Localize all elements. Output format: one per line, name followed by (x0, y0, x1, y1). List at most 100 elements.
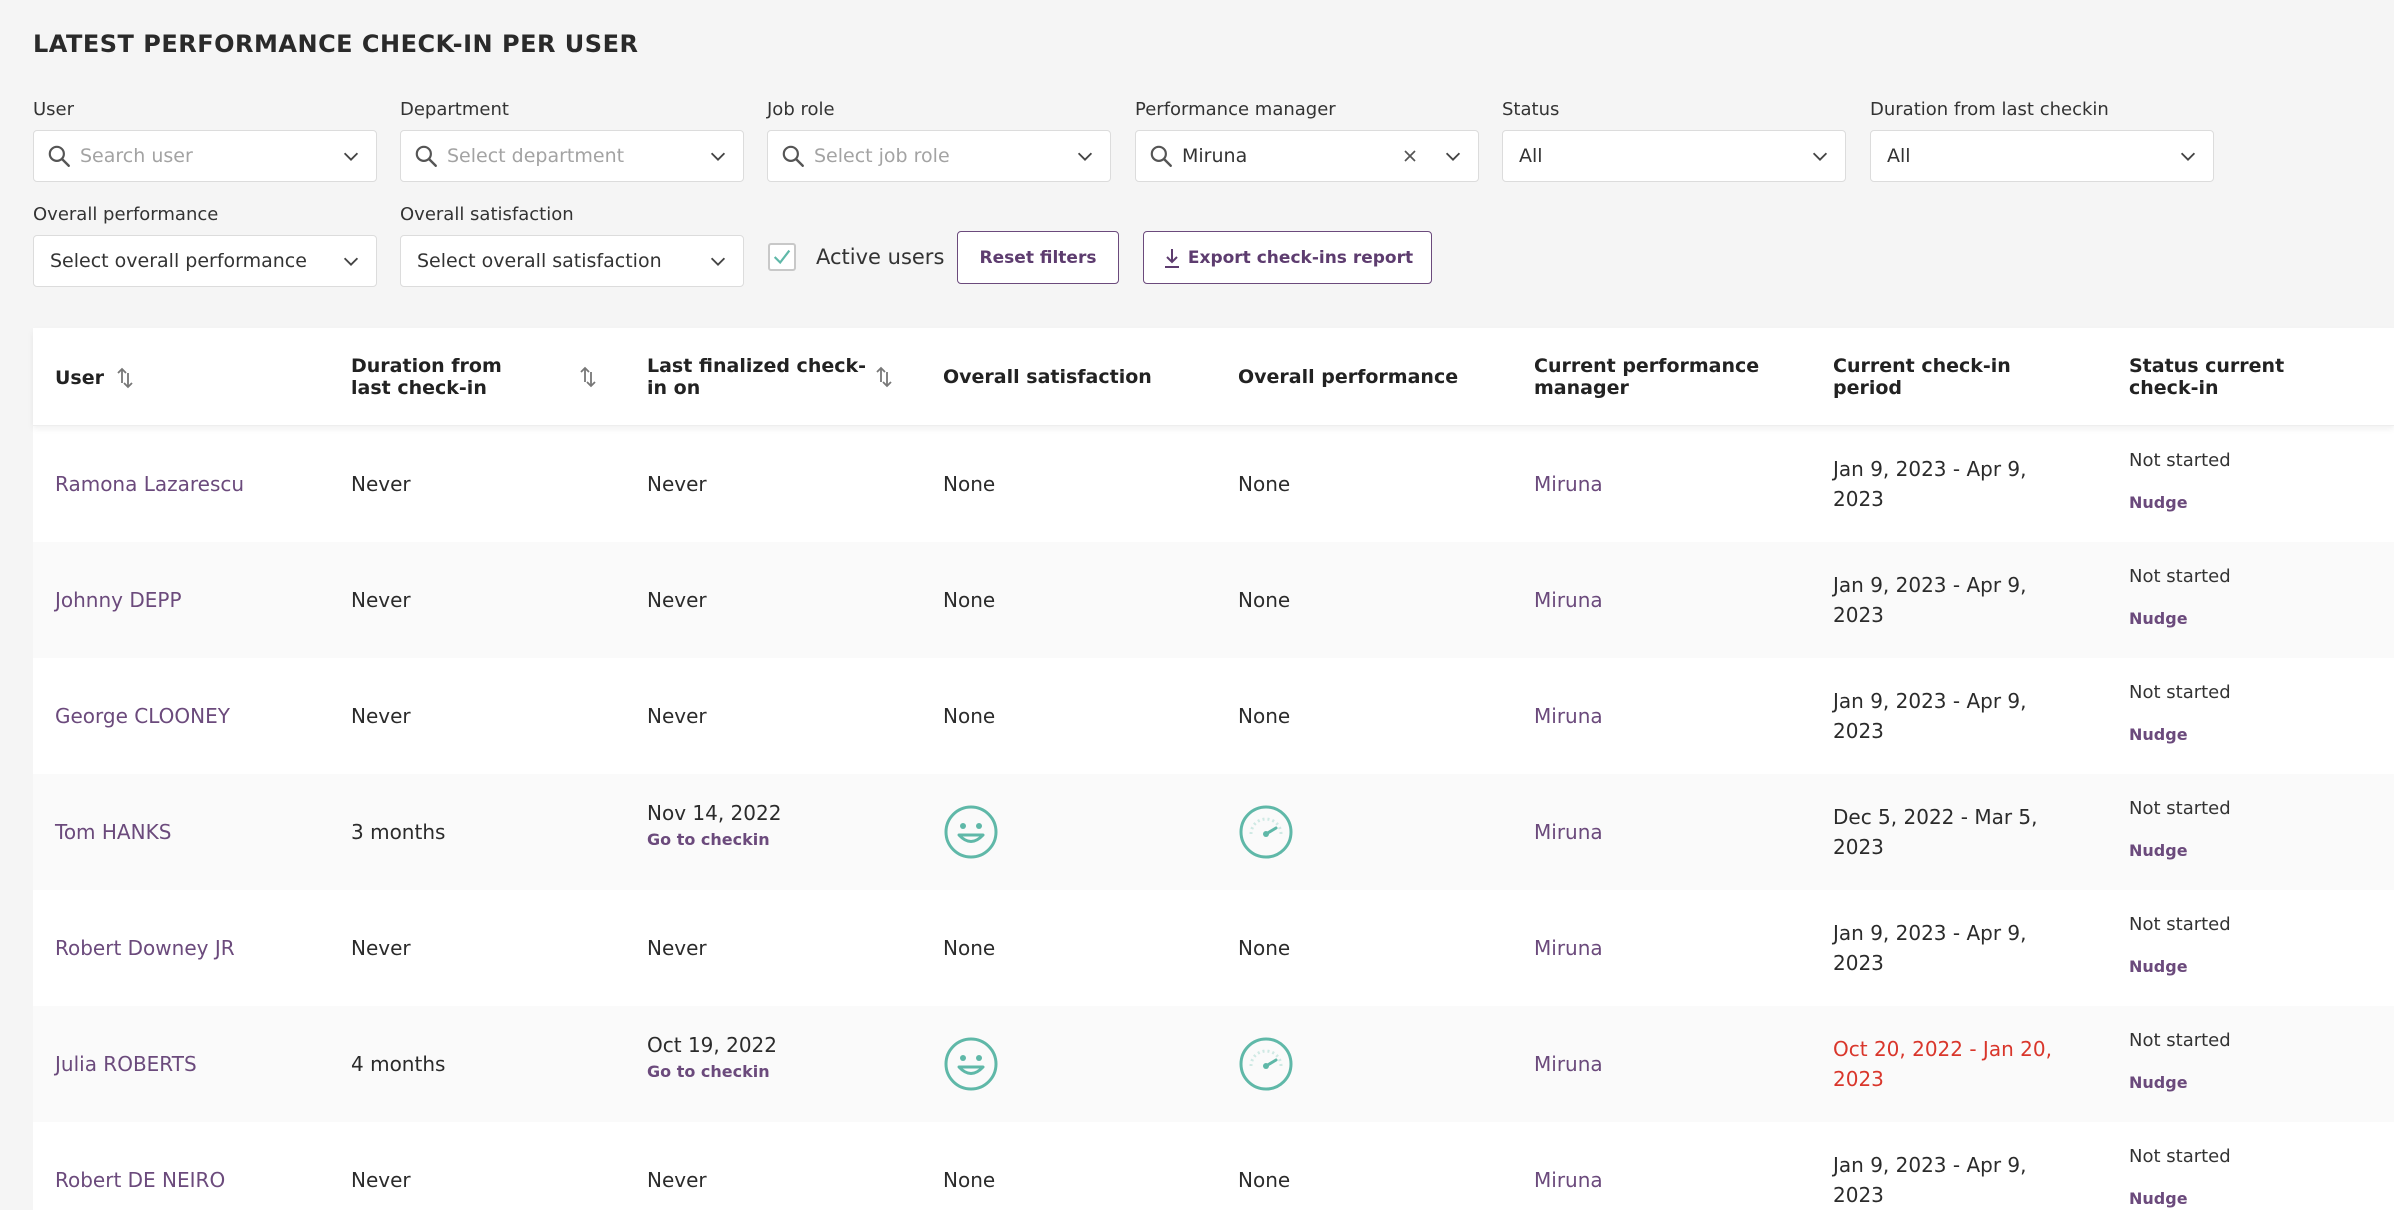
last-checkin-date: Never (647, 1168, 707, 1192)
column-label: Duration from last check-in (351, 355, 502, 399)
column-label: Status current check-in (2129, 355, 2285, 399)
nudge-link[interactable]: Nudge (2129, 725, 2188, 744)
performance-cell (1238, 1036, 1294, 1100)
department-filter: Department Select department (400, 98, 744, 182)
performance-value: None (1238, 588, 1291, 612)
chevron-down-icon[interactable] (707, 250, 729, 272)
reset-filters-button[interactable]: Reset filters (957, 231, 1119, 284)
smiley-face-icon (944, 805, 998, 859)
manager-link[interactable]: Miruna (1534, 472, 1603, 496)
duration-value: Never (351, 472, 411, 496)
satisfaction-value: None (943, 588, 996, 612)
job-role-placeholder: Select job role (814, 145, 950, 167)
sort-icon[interactable] (116, 366, 134, 390)
status-cell: Not started Nudge (2129, 910, 2231, 982)
close-icon[interactable] (1400, 146, 1420, 166)
page-title: LATEST PERFORMANCE CHECK-IN PER USER (33, 30, 639, 58)
user-name-link[interactable]: Johnny DEPP (55, 588, 182, 612)
user-name-link[interactable]: Tom HANKS (55, 820, 172, 844)
performance-manager-select[interactable]: Miruna (1135, 130, 1479, 182)
duration-value: Never (351, 704, 411, 728)
export-report-button[interactable]: Export check-ins report (1143, 231, 1432, 284)
table-row: Julia ROBERTS 4 months Oct 19, 2022 Go to c… (33, 1006, 2394, 1122)
satisfaction-value: None (943, 472, 996, 496)
duration-value: Never (351, 588, 411, 612)
nudge-link[interactable]: Nudge (2129, 957, 2188, 976)
nudge-link[interactable]: Nudge (2129, 1189, 2188, 1208)
department-placeholder: Select department (447, 145, 625, 167)
duration-select[interactable]: All (1870, 130, 2214, 182)
status-filter: Status All (1502, 98, 1846, 182)
nudge-link[interactable]: Nudge (2129, 493, 2188, 512)
duration-value: All (1887, 145, 1911, 167)
user-name-link[interactable]: Ramona Lazarescu (55, 472, 245, 496)
last-checkin-date: Never (647, 588, 707, 612)
chevron-down-icon[interactable] (1442, 145, 1464, 167)
column-header-duration[interactable]: Duration from last check-in (351, 355, 601, 399)
go-to-checkin-link[interactable]: Go to checkin (647, 830, 770, 849)
column-label: User (55, 367, 104, 389)
checkin-period: Jan 9, 2023 - Apr 9, 2023 (1833, 1153, 2027, 1207)
sort-icon[interactable] (579, 365, 597, 389)
last-checkin-cell: Nov 14, 2022 Go to checkin (647, 798, 781, 852)
last-checkin-date: Never (647, 704, 707, 728)
table-row: Robert DE NEIRO Never Never None None Miruna J… (33, 1122, 2394, 1210)
manager-link[interactable]: Miruna (1534, 588, 1603, 612)
manager-link[interactable]: Miruna (1534, 936, 1603, 960)
column-label: Current performance manager (1534, 355, 1760, 399)
chevron-down-icon[interactable] (1809, 145, 1831, 167)
manager-link[interactable]: Miruna (1534, 704, 1603, 728)
table-row: Johnny DEPP Never Never None None Miruna Jan 9… (33, 542, 2394, 658)
export-report-label: Export check-ins report (1187, 247, 1414, 268)
chevron-down-icon[interactable] (340, 250, 362, 272)
column-label: Overall satisfaction (943, 366, 1152, 388)
column-label: Current check-in period (1833, 355, 2011, 399)
user-filter: User Search user (33, 98, 377, 182)
sort-icon[interactable] (875, 365, 893, 389)
user-name-link[interactable]: Julia ROBERTS (55, 1052, 197, 1076)
manager-link[interactable]: Miruna (1534, 1168, 1603, 1192)
nudge-link[interactable]: Nudge (2129, 1073, 2188, 1092)
overall-performance-select[interactable]: Select overall performance (33, 235, 377, 287)
duration-filter: Duration from last checkin All (1870, 98, 2214, 182)
chevron-down-icon[interactable] (2177, 145, 2199, 167)
chevron-down-icon[interactable] (707, 145, 729, 167)
last-checkin-date: Never (647, 472, 707, 496)
search-icon (415, 145, 437, 167)
status-cell: Not started Nudge (2129, 562, 2231, 634)
user-name-link[interactable]: Robert Downey JR (55, 936, 235, 960)
column-header-satisfaction: Overall satisfaction (943, 366, 1152, 388)
status-text: Not started (2129, 1030, 2231, 1051)
checkins-table: User Duration from last check-in Last fi… (33, 328, 2394, 1210)
overall-satisfaction-value: Select overall satisfaction (417, 250, 662, 272)
overall-satisfaction-select[interactable]: Select overall satisfaction (400, 235, 744, 287)
column-header-user[interactable]: User (55, 366, 134, 390)
column-header-performance: Overall performance (1238, 366, 1458, 388)
checkin-period: Jan 9, 2023 - Apr 9, 2023 (1833, 457, 2027, 511)
performance-value: None (1238, 936, 1291, 960)
active-users-checkbox[interactable] (768, 243, 796, 271)
user-name-link[interactable]: Robert DE NEIRO (55, 1168, 226, 1192)
nudge-link[interactable]: Nudge (2129, 841, 2188, 860)
last-checkin-date: Nov 14, 2022 (647, 801, 782, 825)
manager-link[interactable]: Miruna (1534, 820, 1603, 844)
department-select[interactable]: Select department (400, 130, 744, 182)
satisfaction-value: None (943, 1168, 996, 1192)
job-role-select[interactable]: Select job role (767, 130, 1111, 182)
active-users-toggle[interactable]: Active users (768, 243, 944, 271)
performance-cell (1238, 804, 1294, 868)
table-row: Tom HANKS 3 months Nov 14, 2022 Go to check… (33, 774, 2394, 890)
manager-link[interactable]: Miruna (1534, 1052, 1603, 1076)
chevron-down-icon[interactable] (1074, 145, 1096, 167)
performance-manager-filter: Performance manager Miruna (1135, 98, 1479, 182)
column-label: Last finalized check-in on (647, 355, 867, 399)
status-select[interactable]: All (1502, 130, 1846, 182)
status-text: Not started (2129, 1146, 2231, 1167)
chevron-down-icon[interactable] (340, 145, 362, 167)
user-search-select[interactable]: Search user (33, 130, 377, 182)
table-row: Ramona Lazarescu Never Never None None Miruna… (33, 426, 2394, 542)
column-header-last-checkin[interactable]: Last finalized check-in on (647, 355, 897, 399)
go-to-checkin-link[interactable]: Go to checkin (647, 1062, 770, 1081)
nudge-link[interactable]: Nudge (2129, 609, 2188, 628)
user-name-link[interactable]: George CLOONEY (55, 704, 230, 728)
